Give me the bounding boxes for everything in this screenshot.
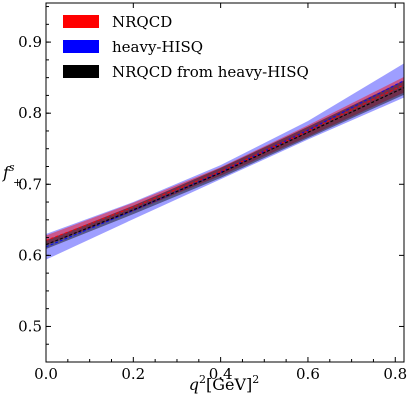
y-tick-label: 0.9 bbox=[18, 33, 42, 51]
band-heavy-hisq bbox=[46, 63, 404, 260]
y-axis-symbol-sup: s bbox=[9, 161, 15, 174]
x-axis-unit: [GeV] bbox=[206, 375, 252, 394]
x-axis-unit-sup: 2 bbox=[252, 373, 259, 386]
x-tick-label: 0.6 bbox=[296, 365, 320, 383]
y-tick-label: 0.6 bbox=[18, 246, 42, 264]
central-line-nrqcd bbox=[45, 84, 405, 241]
legend-label-heavy-hisq: heavy-HISQ bbox=[112, 38, 203, 56]
bands-layer bbox=[45, 63, 405, 260]
central-line-nrqcd-from-heavy-hisq bbox=[45, 87, 405, 246]
x-tick-label: 0.0 bbox=[34, 365, 58, 383]
x-tick-label: 0.8 bbox=[383, 365, 407, 383]
band-nrqcd-from-heavy-hisq bbox=[46, 80, 404, 249]
legend-label-nrqcd-from-heavy-hisq: NRQCD from heavy-HISQ bbox=[112, 63, 309, 81]
legend-swatch-nrqcd-from-heavy-hisq bbox=[63, 65, 99, 78]
x-tick-label: 0.4 bbox=[209, 365, 233, 383]
plot-frame bbox=[45, 2, 405, 363]
legend: NRQCD heavy-HISQ NRQCD from heavy-HISQ bbox=[63, 13, 309, 81]
axes-layer bbox=[45, 2, 405, 363]
legend-label-nrqcd: NRQCD bbox=[112, 13, 172, 31]
band-nrqcd bbox=[46, 76, 404, 246]
y-axis-symbol: f bbox=[2, 163, 12, 182]
ticks-layer: 0.0 0.2 0.4 0.6 0.8 0.5 0.6 0.7 0.8 0.9 bbox=[18, 3, 407, 383]
legend-swatch-nrqcd bbox=[63, 15, 99, 28]
x-axis-symbol-sup: 2 bbox=[199, 373, 206, 386]
x-axis-symbol: q bbox=[189, 375, 199, 394]
y-tick-label: 0.5 bbox=[18, 317, 42, 335]
y-tick-label: 0.7 bbox=[18, 175, 42, 193]
x-tick-label: 0.2 bbox=[121, 365, 145, 383]
central-line-heavy-hisq bbox=[45, 80, 405, 248]
x-axis-title: q2[GeV]2 bbox=[189, 373, 260, 394]
y-axis-title: fs + bbox=[2, 161, 22, 189]
y-tick-label: 0.8 bbox=[18, 104, 42, 122]
legend-swatch-heavy-hisq bbox=[63, 40, 99, 53]
y-axis-symbol-sub: + bbox=[13, 176, 22, 189]
